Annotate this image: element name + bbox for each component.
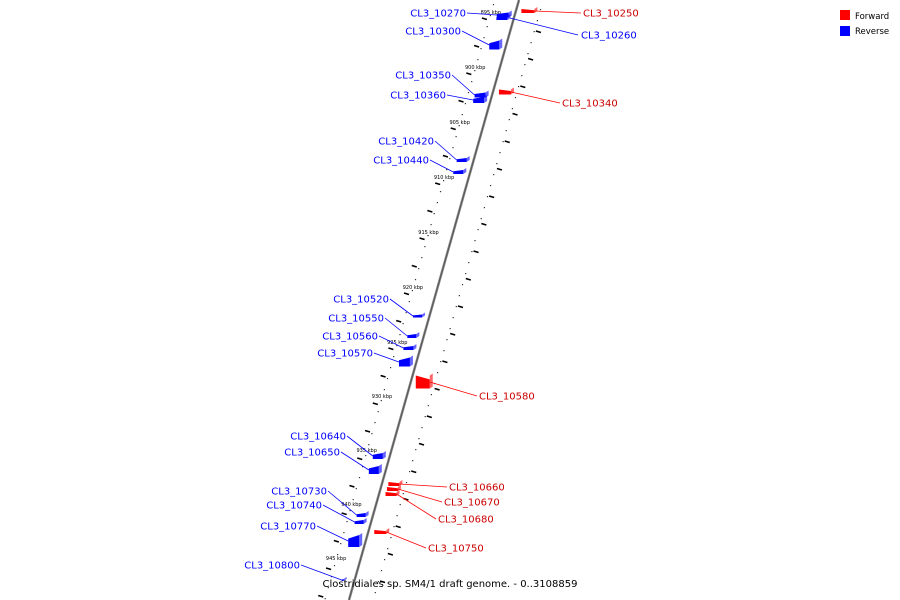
gene-feature[interactable] [489, 40, 500, 50]
label-leaders [300, 10, 582, 581]
scale-label: 920 kbp [403, 285, 423, 291]
gene-label[interactable]: CL3_10650 [284, 448, 340, 459]
label-leader [327, 490, 357, 516]
gene-feature[interactable] [474, 92, 486, 98]
gene-label[interactable]: CL3_10360 [390, 91, 446, 102]
scale-label: 925 kbp [387, 340, 407, 346]
gene-label[interactable]: CL3_10300 [405, 27, 461, 38]
gene-feature[interactable] [415, 375, 430, 389]
gene-feature[interactable] [498, 89, 511, 95]
gene-label[interactable]: CL3_10350 [395, 71, 451, 82]
label-leader [429, 381, 478, 397]
scale-label: 900 kbp [465, 65, 485, 71]
gene-label[interactable]: CL3_10770 [260, 522, 316, 533]
label-leader [461, 30, 490, 46]
gene-feature[interactable] [403, 346, 414, 350]
gene-label[interactable]: CL3_10800 [244, 561, 300, 572]
label-leader [373, 352, 400, 363]
label-leader [300, 564, 342, 581]
gene-feature[interactable] [374, 530, 387, 534]
scale-label: 940 kbp [341, 502, 361, 508]
legend: Forward Reverse [840, 10, 889, 37]
label-leader [396, 493, 437, 520]
label-leader [466, 12, 497, 16]
gene-label[interactable]: CL3_10270 [410, 9, 466, 20]
gene-feature[interactable] [368, 466, 379, 474]
gene-label[interactable]: CL3_10260 [581, 31, 637, 42]
label-leader [509, 17, 579, 36]
label-leader [510, 91, 561, 104]
gene-feature[interactable] [456, 158, 467, 162]
legend-forward-label: Forward [855, 12, 889, 22]
legend-forward-swatch [840, 10, 850, 20]
gene-label[interactable]: CL3_10730 [271, 487, 327, 498]
gene-feature[interactable] [341, 579, 344, 581]
label-leader [446, 94, 474, 101]
gene-label[interactable]: CL3_10250 [583, 9, 639, 20]
scale-label: 945 kbp [326, 556, 346, 562]
gene-label[interactable]: CL3_10520 [333, 295, 389, 306]
gene-feature[interactable] [453, 170, 464, 174]
gene-feature[interactable] [412, 314, 422, 318]
label-leader [389, 298, 414, 317]
scale-label: 910 kbp [434, 175, 454, 181]
gene-feature[interactable] [521, 9, 535, 13]
label-leader [340, 451, 370, 471]
gene-features [341, 7, 538, 581]
legend-reverse-label: Reverse [855, 27, 889, 37]
gene-labels: CL3_10270 CL3_10300 CL3_10350 CL3_10360 CL3_… [244, 9, 638, 572]
gene-label[interactable]: CL3_10440 [373, 156, 429, 167]
label-leader [386, 531, 427, 549]
gene-feature[interactable] [385, 492, 397, 496]
label-leader [534, 10, 582, 14]
scale-label: 915 kbp [418, 230, 438, 236]
label-leader [429, 159, 454, 173]
gene-feature[interactable] [407, 334, 417, 338]
gene-feature[interactable] [398, 357, 410, 367]
label-leader [451, 74, 475, 96]
gene-label[interactable]: CL3_10670 [444, 498, 500, 509]
gene-label[interactable]: CL3_10640 [290, 432, 346, 443]
label-leader [399, 483, 448, 488]
gene-feature[interactable] [372, 453, 383, 459]
gene-feature[interactable] [386, 487, 398, 491]
label-leader [322, 504, 355, 523]
scale-label: 895 kbp [481, 10, 501, 16]
gene-feature[interactable] [473, 97, 485, 103]
gene-label[interactable]: CL3_10580 [479, 392, 535, 403]
label-leader [397, 488, 443, 503]
gene-label[interactable]: CL3_10550 [328, 314, 384, 325]
gene-label[interactable]: CL3_10340 [562, 99, 618, 110]
gene-label[interactable]: CL3_10420 [378, 137, 434, 148]
gene-feature[interactable] [496, 16, 508, 20]
gene-feature[interactable] [354, 520, 364, 524]
gene-feature[interactable] [356, 513, 366, 517]
gene-label[interactable]: CL3_10680 [438, 515, 494, 526]
scale-label: 930 kbp [372, 394, 392, 400]
label-leader [346, 435, 374, 457]
legend-reverse-swatch [840, 26, 850, 36]
label-leader [316, 525, 349, 542]
gene-label[interactable]: CL3_10560 [322, 332, 378, 343]
label-leader [384, 317, 408, 337]
genome-title: Clostridiales sp. SM4/1 draft genome. - … [323, 579, 578, 590]
gene-feature[interactable] [388, 482, 400, 486]
label-leader [434, 140, 457, 161]
scale-label: 905 kbp [450, 120, 470, 126]
gene-label[interactable]: CL3_10750 [428, 544, 484, 555]
gene-label[interactable]: CL3_10660 [449, 483, 505, 494]
gene-label[interactable]: CL3_10570 [317, 349, 373, 360]
gene-feature[interactable] [348, 535, 360, 547]
gene-label[interactable]: CL3_10740 [266, 501, 322, 512]
label-leader [378, 335, 404, 349]
